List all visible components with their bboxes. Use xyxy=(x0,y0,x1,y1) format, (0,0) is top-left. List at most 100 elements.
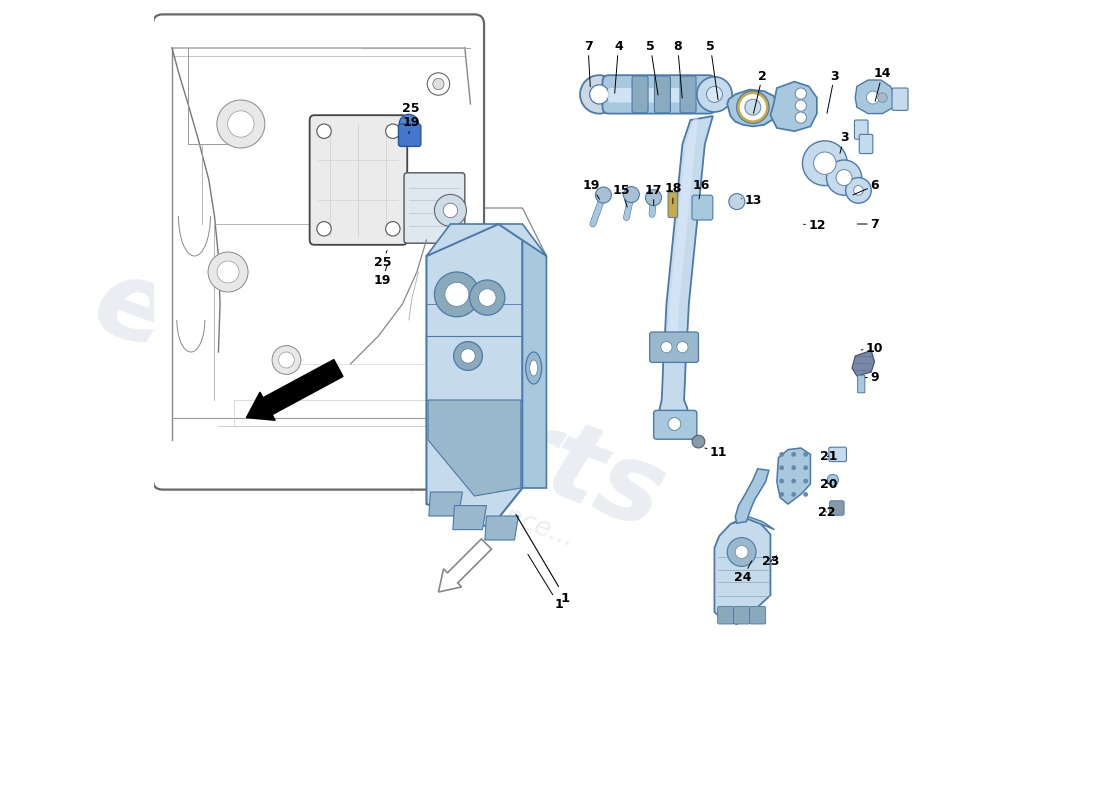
FancyBboxPatch shape xyxy=(855,120,868,139)
Ellipse shape xyxy=(529,360,538,376)
Circle shape xyxy=(803,452,808,457)
Text: 6: 6 xyxy=(852,179,879,195)
Text: 19: 19 xyxy=(583,179,600,199)
Circle shape xyxy=(735,546,748,558)
Circle shape xyxy=(461,349,475,363)
Text: 8: 8 xyxy=(673,40,682,98)
FancyBboxPatch shape xyxy=(828,447,846,462)
Circle shape xyxy=(836,170,852,186)
Polygon shape xyxy=(852,350,874,376)
Text: 20: 20 xyxy=(821,478,837,490)
Text: 17: 17 xyxy=(645,184,662,206)
Polygon shape xyxy=(855,80,895,114)
Circle shape xyxy=(208,252,248,292)
Text: 2: 2 xyxy=(754,70,767,114)
Polygon shape xyxy=(429,492,462,516)
FancyBboxPatch shape xyxy=(858,375,865,393)
FancyBboxPatch shape xyxy=(608,88,708,102)
FancyBboxPatch shape xyxy=(603,75,715,114)
FancyBboxPatch shape xyxy=(650,332,699,362)
Circle shape xyxy=(317,222,331,236)
FancyBboxPatch shape xyxy=(829,501,844,515)
Circle shape xyxy=(795,100,806,111)
Text: 7: 7 xyxy=(857,218,879,230)
Polygon shape xyxy=(427,224,547,256)
Circle shape xyxy=(624,186,639,202)
Circle shape xyxy=(661,342,672,353)
Polygon shape xyxy=(427,224,522,528)
Text: 7: 7 xyxy=(584,40,593,87)
Text: a passion for parts since...: a passion for parts since... xyxy=(242,408,579,552)
Polygon shape xyxy=(522,240,547,488)
Circle shape xyxy=(867,91,879,104)
Circle shape xyxy=(795,112,806,123)
Circle shape xyxy=(470,280,505,315)
Text: 14: 14 xyxy=(873,67,891,102)
Text: 18: 18 xyxy=(664,182,682,204)
FancyBboxPatch shape xyxy=(680,76,696,113)
Circle shape xyxy=(444,282,469,306)
Circle shape xyxy=(737,91,769,123)
Circle shape xyxy=(443,203,458,218)
Polygon shape xyxy=(659,116,713,434)
Polygon shape xyxy=(667,118,698,362)
Circle shape xyxy=(432,78,444,90)
FancyBboxPatch shape xyxy=(749,606,766,624)
Circle shape xyxy=(791,492,796,497)
Polygon shape xyxy=(727,90,777,126)
Text: 3: 3 xyxy=(839,131,848,154)
Circle shape xyxy=(745,99,761,115)
Polygon shape xyxy=(730,516,774,530)
Text: 1: 1 xyxy=(528,554,563,610)
Circle shape xyxy=(803,492,808,497)
Circle shape xyxy=(791,466,796,470)
Circle shape xyxy=(217,100,265,148)
Circle shape xyxy=(803,478,808,483)
Circle shape xyxy=(814,152,836,174)
Circle shape xyxy=(779,478,784,483)
Circle shape xyxy=(453,342,483,370)
Circle shape xyxy=(580,75,618,114)
FancyBboxPatch shape xyxy=(653,410,696,439)
Text: 19: 19 xyxy=(374,265,392,286)
Ellipse shape xyxy=(526,352,541,384)
Circle shape xyxy=(791,452,796,457)
Circle shape xyxy=(668,418,681,430)
Text: 12: 12 xyxy=(804,219,826,232)
Text: 4: 4 xyxy=(614,40,623,94)
Circle shape xyxy=(706,86,723,102)
Text: 25: 25 xyxy=(374,250,392,269)
Circle shape xyxy=(696,77,732,112)
Text: 10: 10 xyxy=(861,342,883,354)
Text: 5: 5 xyxy=(646,40,658,95)
Polygon shape xyxy=(735,469,769,523)
Circle shape xyxy=(427,73,450,95)
Circle shape xyxy=(272,346,300,374)
Polygon shape xyxy=(428,400,520,496)
FancyBboxPatch shape xyxy=(632,76,648,113)
Circle shape xyxy=(278,352,295,368)
Circle shape xyxy=(676,342,688,353)
Text: 22: 22 xyxy=(817,506,835,518)
Text: 11: 11 xyxy=(705,446,727,458)
FancyBboxPatch shape xyxy=(734,606,749,624)
Circle shape xyxy=(779,466,784,470)
Circle shape xyxy=(779,492,784,497)
Circle shape xyxy=(646,190,661,206)
Circle shape xyxy=(434,272,480,317)
FancyBboxPatch shape xyxy=(668,192,678,218)
Text: 24: 24 xyxy=(735,561,752,584)
Circle shape xyxy=(217,261,239,283)
Circle shape xyxy=(386,222,400,236)
Text: 9: 9 xyxy=(866,371,879,384)
Polygon shape xyxy=(714,518,770,624)
Circle shape xyxy=(803,466,808,470)
Circle shape xyxy=(779,452,784,457)
Text: 25: 25 xyxy=(403,102,420,121)
Circle shape xyxy=(386,124,400,138)
FancyBboxPatch shape xyxy=(398,124,421,146)
FancyArrow shape xyxy=(246,359,343,420)
Polygon shape xyxy=(777,448,811,504)
Circle shape xyxy=(590,85,608,104)
Text: 1: 1 xyxy=(516,514,570,605)
